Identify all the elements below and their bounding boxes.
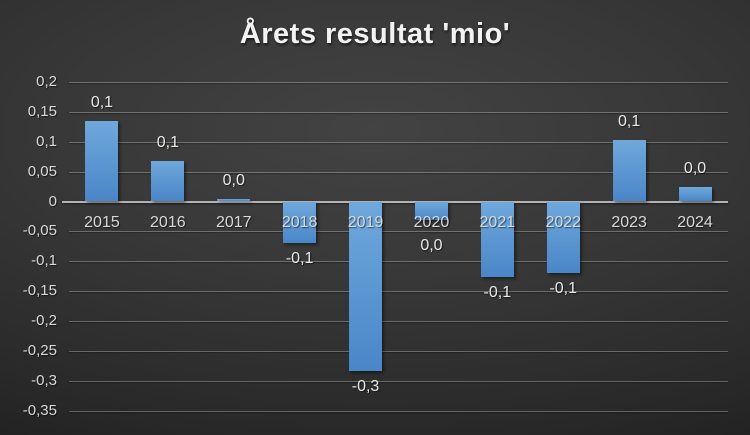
x-axis-label-2021: 2021 xyxy=(479,214,516,231)
gridline xyxy=(69,380,728,382)
y-axis-tick-label: 0 xyxy=(48,192,57,210)
y-axis-tick-label: -0,15 xyxy=(22,282,57,300)
y-axis-tick-label: -0,2 xyxy=(31,312,57,330)
bar-2018 xyxy=(283,201,317,243)
y-axis-tick-label: -0,1 xyxy=(31,252,57,270)
y-axis-tick-label: -0,3 xyxy=(31,371,57,389)
bar-value-label-2021: -0,1 xyxy=(483,283,512,301)
x-axis-label-2024: 2024 xyxy=(677,214,713,231)
bar-value-label-2018: -0,1 xyxy=(285,249,314,267)
bar-value-label-2019: -0,3 xyxy=(351,377,380,395)
gridline xyxy=(69,81,728,83)
gridline xyxy=(69,410,728,412)
bar-value-label-2020: 0,0 xyxy=(420,237,443,254)
bar-2016 xyxy=(151,160,185,202)
bar-value-label-2015: 0,1 xyxy=(90,93,114,111)
x-axis-label-2023: 2023 xyxy=(611,214,647,231)
x-axis-label-2019: 2019 xyxy=(347,214,384,231)
gridline xyxy=(69,291,728,293)
y-axis-tick-label: -0,35 xyxy=(22,401,57,419)
y-axis-tick-label: 0,05 xyxy=(27,162,57,180)
bar-2020 xyxy=(414,201,448,221)
y-axis-tick-label: 0,15 xyxy=(27,102,57,120)
bar-value-label-2023: 0,1 xyxy=(618,112,641,130)
bar-value-label-2017: 0,0 xyxy=(222,171,245,189)
bar-2023 xyxy=(612,139,646,202)
gridline xyxy=(69,111,728,113)
x-axis-label-2022: 2022 xyxy=(545,214,582,231)
gridline xyxy=(69,231,728,233)
bar-value-label-2016: 0,1 xyxy=(156,133,179,151)
zero-axis-line xyxy=(62,200,728,203)
gridline xyxy=(69,321,728,323)
bar-2021 xyxy=(480,201,514,277)
y-axis-tick-label: -0,25 xyxy=(22,342,57,359)
bar-2015 xyxy=(85,120,119,202)
gridline xyxy=(69,171,728,173)
bar-2024 xyxy=(678,187,712,202)
x-axis-label-2015: 2015 xyxy=(84,214,120,231)
y-axis-tick-label: 0,1 xyxy=(36,132,57,150)
x-axis-label-2020: 2020 xyxy=(413,214,450,231)
bar-2017 xyxy=(217,198,251,202)
x-axis-label-2016: 2016 xyxy=(150,214,186,231)
y-axis-tick-label: 0,2 xyxy=(36,72,57,90)
x-axis-label-2017: 2017 xyxy=(215,214,252,231)
bar-value-label-2024: 0,0 xyxy=(683,160,707,178)
chart-title: Årets resultat 'mio' xyxy=(239,18,511,50)
gridline xyxy=(69,351,728,352)
x-axis-label-2018: 2018 xyxy=(281,214,318,231)
bar-2019 xyxy=(349,201,383,371)
y-axis-tick-label: -0,05 xyxy=(22,222,57,240)
bar-2022 xyxy=(546,201,580,274)
bar-value-label-2022: -0,1 xyxy=(549,280,578,298)
gridline xyxy=(69,261,728,263)
gridline xyxy=(69,141,728,143)
